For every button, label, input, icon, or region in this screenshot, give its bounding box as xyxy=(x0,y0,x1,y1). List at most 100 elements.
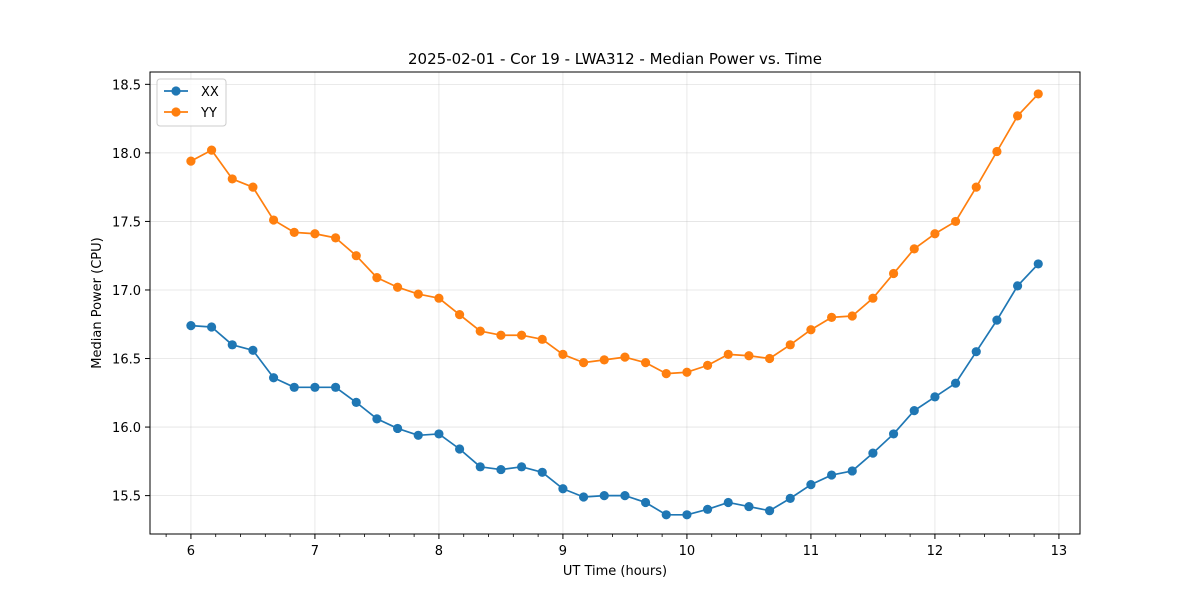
data-point-xx xyxy=(475,462,485,472)
y-tick-label: 18.0 xyxy=(112,147,141,162)
data-point-yy xyxy=(1012,111,1023,121)
legend-marker-xx xyxy=(171,86,181,96)
data-point-xx xyxy=(454,444,465,454)
data-point-xx xyxy=(413,430,423,440)
data-point-yy xyxy=(516,330,527,340)
data-point-xx xyxy=(930,392,940,402)
data-point-yy xyxy=(372,273,382,283)
series-layer xyxy=(186,89,1043,520)
data-point-yy xyxy=(310,229,320,239)
data-point-yy xyxy=(496,330,506,340)
data-point-xx xyxy=(950,378,961,388)
data-point-xx xyxy=(702,504,713,514)
data-point-xx xyxy=(847,466,857,476)
data-point-xx xyxy=(785,493,795,503)
data-point-yy xyxy=(537,334,547,344)
data-point-yy xyxy=(702,360,713,370)
data-point-xx xyxy=(764,506,775,516)
data-point-yy xyxy=(682,367,692,377)
data-point-xx xyxy=(248,345,258,355)
data-point-xx xyxy=(661,510,671,520)
x-axis: 6 7 8 9 10 11 12 13 xyxy=(165,534,1068,559)
data-point-xx xyxy=(578,492,589,502)
data-point-yy xyxy=(950,216,961,227)
data-point-xx xyxy=(186,321,196,331)
data-point-yy xyxy=(475,326,485,336)
data-point-xx xyxy=(289,382,299,392)
data-point-xx xyxy=(310,382,320,392)
y-tick-label: 17.0 xyxy=(112,284,141,299)
y-tick-label: 18.5 xyxy=(112,78,141,93)
data-point-yy xyxy=(723,349,733,360)
data-point-yy xyxy=(930,229,940,239)
data-point-xx xyxy=(723,497,733,508)
y-tick-label: 16.0 xyxy=(112,421,141,436)
data-point-xx xyxy=(227,340,237,350)
data-point-yy xyxy=(454,310,465,320)
y-tick-label: 15.5 xyxy=(112,490,141,505)
data-point-yy xyxy=(620,352,630,362)
legend-marker-yy xyxy=(171,107,181,117)
data-point-xx xyxy=(888,429,899,439)
data-point-yy xyxy=(392,282,403,292)
data-point-yy xyxy=(1033,89,1043,99)
data-point-yy xyxy=(578,358,589,368)
series-yy xyxy=(186,89,1043,379)
data-point-xx xyxy=(1012,281,1023,291)
data-point-yy xyxy=(413,289,423,299)
data-point-xx xyxy=(392,423,403,434)
x-tick-label: 11 xyxy=(803,544,820,559)
series-xx xyxy=(186,259,1043,520)
x-tick-label: 9 xyxy=(559,544,567,559)
data-point-yy xyxy=(330,233,341,243)
data-point-xx xyxy=(971,347,981,357)
data-point-yy xyxy=(248,182,258,192)
data-point-xx xyxy=(806,480,816,490)
data-point-xx xyxy=(351,397,361,407)
data-point-yy xyxy=(764,353,775,364)
data-point-xx xyxy=(640,497,651,508)
data-point-xx xyxy=(1033,259,1043,269)
legend-items: XX YY xyxy=(164,85,219,121)
data-point-yy xyxy=(992,146,1002,157)
y-axis: 15.5 16.0 16.5 17.0 17.5 18.0 18.5 xyxy=(112,78,150,505)
data-point-xx xyxy=(372,414,382,424)
legend-label-yy: YY xyxy=(200,106,217,121)
data-point-yy xyxy=(186,156,196,166)
plot-frame xyxy=(149,71,1081,535)
data-point-yy xyxy=(868,293,878,303)
data-point-yy xyxy=(558,349,568,360)
data-point-xx xyxy=(744,501,754,512)
data-point-xx xyxy=(826,470,837,480)
x-tick-label: 8 xyxy=(435,544,443,559)
data-point-yy xyxy=(744,351,754,361)
data-point-xx xyxy=(620,491,630,501)
y-tick-label: 16.5 xyxy=(112,353,141,368)
data-point-xx xyxy=(909,406,919,416)
y-axis-label: Median Power (CPU) xyxy=(90,237,105,368)
data-point-xx xyxy=(516,462,527,472)
data-point-xx xyxy=(868,448,878,458)
chart-title: 2025-02-01 - Cor 19 - LWA312 - Median Po… xyxy=(408,50,822,68)
data-point-yy xyxy=(599,355,609,365)
data-point-xx xyxy=(496,464,506,475)
data-point-yy xyxy=(206,145,217,155)
data-point-yy xyxy=(806,325,816,335)
data-point-yy xyxy=(847,311,857,321)
data-point-yy xyxy=(661,369,671,379)
data-point-xx xyxy=(599,491,609,501)
data-point-yy xyxy=(351,251,361,261)
data-point-yy xyxy=(909,244,919,254)
data-point-xx xyxy=(537,467,547,477)
x-tick-label: 13 xyxy=(1051,544,1068,559)
data-point-yy xyxy=(826,312,837,322)
data-point-yy xyxy=(434,293,444,303)
data-point-xx xyxy=(268,373,279,383)
data-point-yy xyxy=(289,227,299,237)
data-point-yy xyxy=(227,174,237,184)
data-point-xx xyxy=(206,322,217,332)
data-point-xx xyxy=(558,484,568,494)
legend-label-xx: XX xyxy=(201,85,219,100)
x-axis-label: UT Time (hours) xyxy=(563,564,667,579)
